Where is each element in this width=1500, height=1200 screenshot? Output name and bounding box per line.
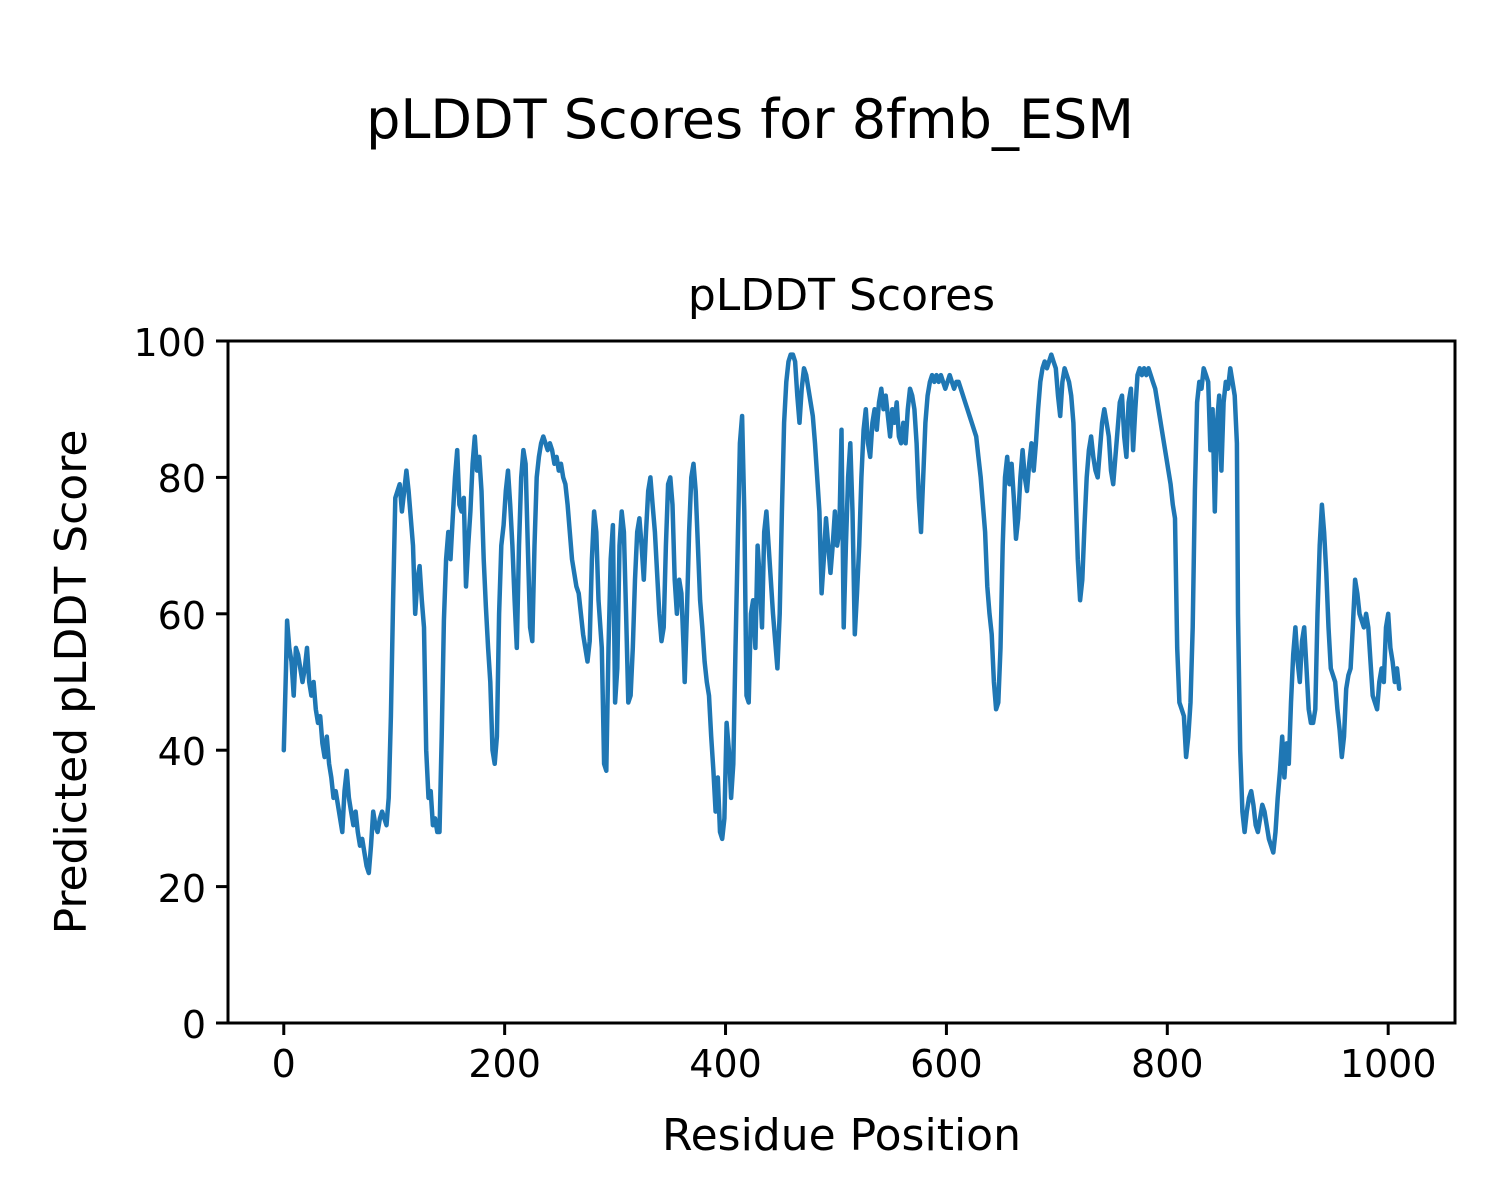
y-tick-label: 20 <box>157 866 206 911</box>
plddt-line <box>281 352 1402 876</box>
x-tick-label: 1000 <box>1339 1042 1437 1086</box>
axes-spines <box>226 339 1457 1025</box>
y-tick-label: 0 <box>181 1002 206 1047</box>
x-tick-label: 400 <box>689 1042 762 1086</box>
y-tick-label: 100 <box>133 320 206 365</box>
x-tick-label: 600 <box>910 1042 983 1086</box>
x-tick-label: 200 <box>468 1042 541 1086</box>
y-tick-label: 60 <box>157 593 206 638</box>
y-tick-label: 40 <box>157 730 206 775</box>
x-axis-label: Residue Position <box>661 1110 1021 1161</box>
figure-suptitle: pLDDT Scores for 8fmb_ESM <box>366 88 1134 151</box>
x-tick-label: 0 <box>271 1042 296 1086</box>
x-tick-label: 800 <box>1131 1042 1204 1086</box>
axes-title: pLDDT Scores <box>687 270 996 321</box>
y-tick-label: 80 <box>157 457 206 502</box>
